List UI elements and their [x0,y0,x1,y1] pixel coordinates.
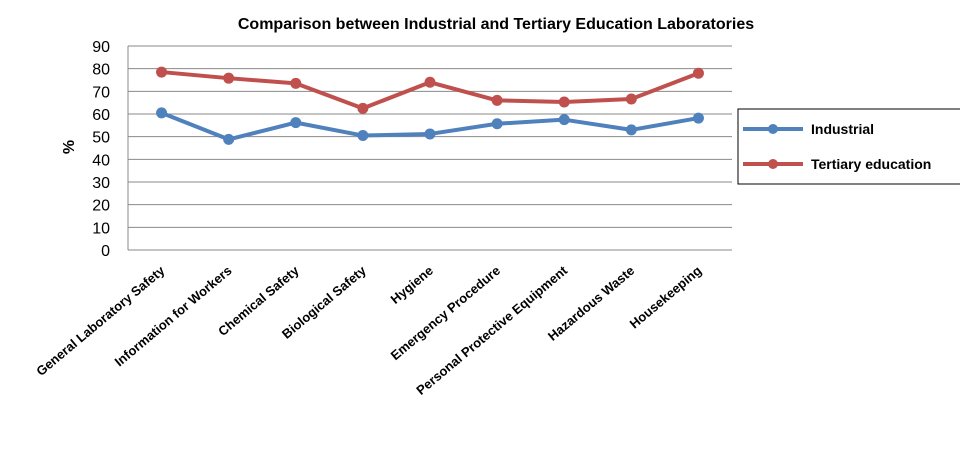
data-point [357,130,369,142]
legend-marker-tertiary-education [768,159,778,169]
data-point [424,128,436,140]
y-tick-label: 20 [92,198,110,215]
y-tick-label: 40 [92,152,110,169]
data-point [692,112,704,124]
y-tick-label: 10 [92,220,110,237]
x-tick-label: Hygiene [388,263,436,307]
legend-label-industrial: Industrial [811,121,874,137]
data-point [424,76,436,88]
data-point [491,94,503,106]
data-point [223,133,235,145]
x-tick-label: General Laboratory Safety [33,262,168,378]
y-axis-label: % [61,140,78,154]
series-layer [156,66,704,145]
x-tick-label: Information for Workers [112,263,235,370]
series-1 [156,66,704,114]
y-tick-label: 50 [92,130,110,147]
data-point [558,114,570,126]
y-tick-label: 60 [92,107,110,124]
data-point [558,96,570,108]
legend-marker-industrial [768,124,778,134]
y-tick-label: 70 [92,84,110,101]
data-point [156,66,168,78]
chart-title: Comparison between Industrial and Tertia… [238,16,754,33]
data-point [156,107,168,119]
data-point [357,102,369,114]
y-tick-label: 0 [101,243,110,260]
legend-box [737,108,960,185]
y-tick-label: 30 [92,175,110,192]
x-tick-label: Emergency Procedure [388,263,503,363]
series-0 [156,107,704,145]
data-point [290,77,302,89]
legend-label-tertiary-education: Tertiary education [811,156,931,172]
data-point [290,117,302,129]
data-point [491,118,503,130]
data-point [223,72,235,84]
y-tick-label: 90 [92,39,110,56]
y-tick-label: 80 [92,62,110,79]
data-point [625,93,637,105]
legend: Industrial Tertiary education [737,108,960,185]
x-tick-label: Housekeeping [627,263,705,332]
data-point [692,67,704,79]
y-axis-ticks: 0 10 20 30 40 50 60 70 80 90 [92,39,110,260]
data-point [625,124,637,136]
